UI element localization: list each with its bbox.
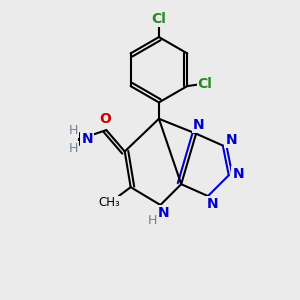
Text: N: N: [207, 197, 218, 212]
Text: H: H: [69, 142, 78, 155]
Text: O: O: [99, 112, 111, 126]
Text: N: N: [82, 132, 93, 146]
Text: N: N: [225, 133, 237, 147]
Text: N: N: [232, 167, 244, 181]
Text: N: N: [193, 118, 204, 132]
Text: H: H: [147, 214, 157, 227]
Text: Cl: Cl: [152, 12, 166, 26]
Text: N: N: [158, 206, 169, 220]
Text: H: H: [69, 124, 78, 137]
Text: Cl: Cl: [198, 77, 212, 91]
Text: CH₃: CH₃: [98, 196, 120, 209]
